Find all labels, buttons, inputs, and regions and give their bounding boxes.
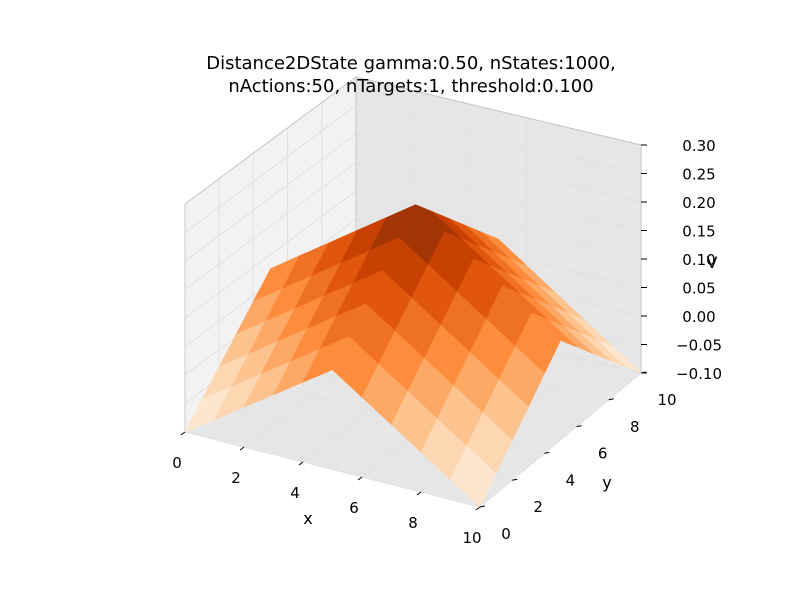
z-tick-label: 0.15	[682, 223, 715, 241]
y-tick	[512, 478, 518, 481]
x-tick-label: 8	[408, 514, 418, 532]
floor-gridline-y	[184, 431, 481, 508]
z-tick-label: −0.10	[676, 365, 722, 383]
x-tick	[475, 506, 481, 511]
y-tick-label: 10	[657, 391, 676, 409]
x-tick-label: 10	[462, 529, 481, 547]
z-tick-label: 0.00	[682, 308, 715, 326]
y-tick	[608, 398, 614, 401]
surface-patches	[184, 204, 642, 508]
y-tick	[479, 505, 486, 508]
z-tick-label: 0.20	[682, 194, 715, 212]
chart-title-line-2: nActions:50, nTargets:1, threshold:0.100	[228, 76, 593, 97]
y-tick-label: 2	[533, 498, 543, 516]
x-tick-label: 2	[231, 469, 241, 487]
z-tick-label: 0.25	[682, 166, 715, 184]
x-tick	[239, 446, 245, 451]
y-tick	[544, 451, 550, 454]
x-tick-label: 4	[290, 484, 300, 502]
axis-ticks	[180, 144, 647, 511]
x-tick	[298, 461, 304, 466]
box-edge	[184, 76, 642, 205]
z-axis-label: V	[707, 253, 718, 272]
x-tick-label: 0	[172, 454, 182, 472]
floor-gridline-x	[479, 372, 642, 508]
y-axis-label: y	[602, 473, 611, 492]
surface-patch	[450, 445, 497, 508]
chart-title-line-1: Distance2DState gamma:0.50, nStates:1000…	[206, 53, 616, 74]
x-tick-label: 6	[349, 499, 359, 517]
y-tick-label: 6	[598, 445, 608, 463]
x-tick	[180, 431, 186, 436]
z-tick-label: 0.30	[682, 137, 715, 155]
y-tick-label: 0	[501, 525, 511, 543]
z-tick-label: 0.05	[682, 280, 715, 298]
z-tick-label: 0.10	[682, 251, 715, 269]
y-tick-label: 8	[630, 418, 640, 436]
y-tick	[576, 425, 582, 428]
x-axis-label: x	[303, 509, 312, 528]
x-tick	[416, 491, 422, 496]
y-tick-label: 4	[566, 471, 576, 489]
x-tick	[357, 476, 363, 481]
z-tick-label: −0.05	[676, 337, 722, 355]
